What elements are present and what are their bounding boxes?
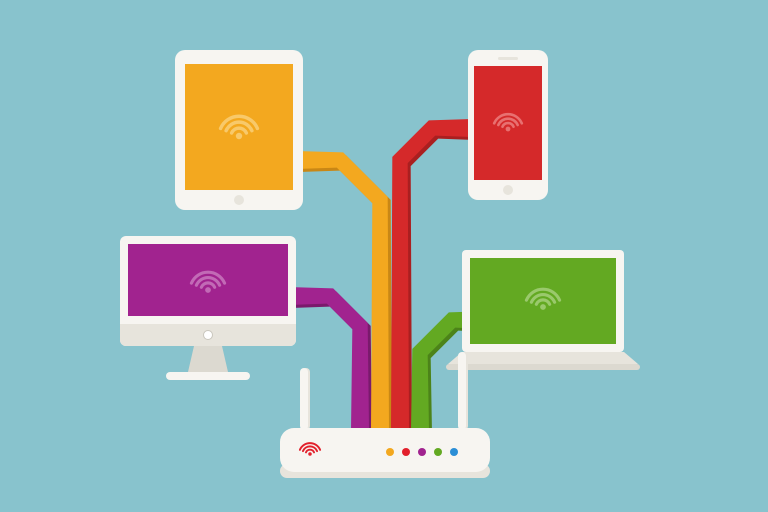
router-antenna-1 — [458, 352, 466, 430]
laptop-edge — [446, 364, 640, 370]
router-led-2 — [418, 448, 426, 456]
desktop-screen — [128, 244, 288, 316]
phone-home-button — [503, 185, 513, 195]
phone-speaker — [498, 57, 518, 60]
laptop-device — [446, 250, 640, 370]
tablet-device — [175, 50, 303, 210]
desktop-stand — [188, 346, 228, 372]
router-led-3 — [434, 448, 442, 456]
tablet-home-button — [234, 195, 244, 205]
desktop-base — [166, 372, 250, 380]
laptop-keyboard — [448, 352, 638, 364]
desktop-power-button — [204, 331, 213, 340]
router-led-1 — [402, 448, 410, 456]
router-led-0 — [386, 448, 394, 456]
phone-device — [468, 50, 548, 200]
router-antenna-0 — [300, 368, 308, 430]
router-led-4 — [450, 448, 458, 456]
